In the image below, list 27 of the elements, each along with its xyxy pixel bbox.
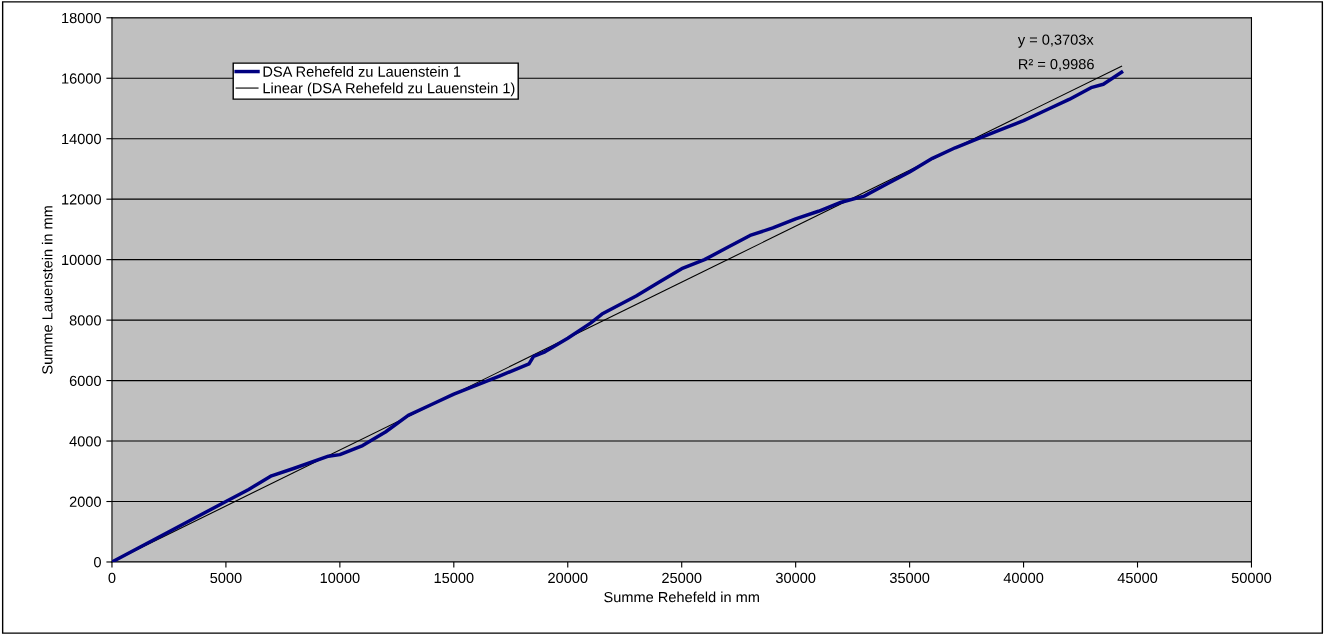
annotation: y = 0,3703x: [1017, 34, 1094, 48]
y-axis-title: Summe Lauenstein in mm: [41, 206, 53, 374]
x-tick-label: 45000: [1117, 572, 1158, 584]
x-tick-label: 35000: [889, 572, 930, 584]
x-axis-title: Summe Rehefeld in mm: [604, 591, 759, 603]
x-tick-label: 0: [108, 572, 116, 584]
y-tick-label: 12000: [62, 194, 101, 205]
y-tick-label: 4000: [69, 436, 101, 447]
x-tick-label: 30000: [775, 572, 816, 584]
y-tick-label: 18000: [62, 12, 101, 24]
x-tick-label: 40000: [1003, 572, 1044, 584]
y-tick-label: 16000: [62, 73, 101, 84]
legend-label: Linear (DSA Rehefeld zu Lauenstein 1): [263, 82, 515, 97]
y-tick-label: 8000: [69, 315, 101, 326]
x-tick-label: 15000: [434, 572, 474, 584]
y-tick-label: 0: [94, 557, 101, 568]
legend-label: DSA Rehefeld zu Lauenstein 1: [263, 66, 461, 77]
annotation: R² = 0,9986: [1019, 58, 1094, 72]
x-tick-label: 50000: [1231, 572, 1272, 584]
x-tick-label: 25000: [662, 572, 702, 584]
x-tick-label: 5000: [210, 572, 242, 584]
x-tick-label: 10000: [320, 572, 360, 584]
y-tick-label: 14000: [62, 133, 101, 145]
y-tick-label: 6000: [69, 375, 101, 386]
y-tick-label: 2000: [69, 496, 101, 507]
y-tick-label: 10000: [62, 254, 101, 266]
x-tick-label: 20000: [548, 572, 588, 584]
